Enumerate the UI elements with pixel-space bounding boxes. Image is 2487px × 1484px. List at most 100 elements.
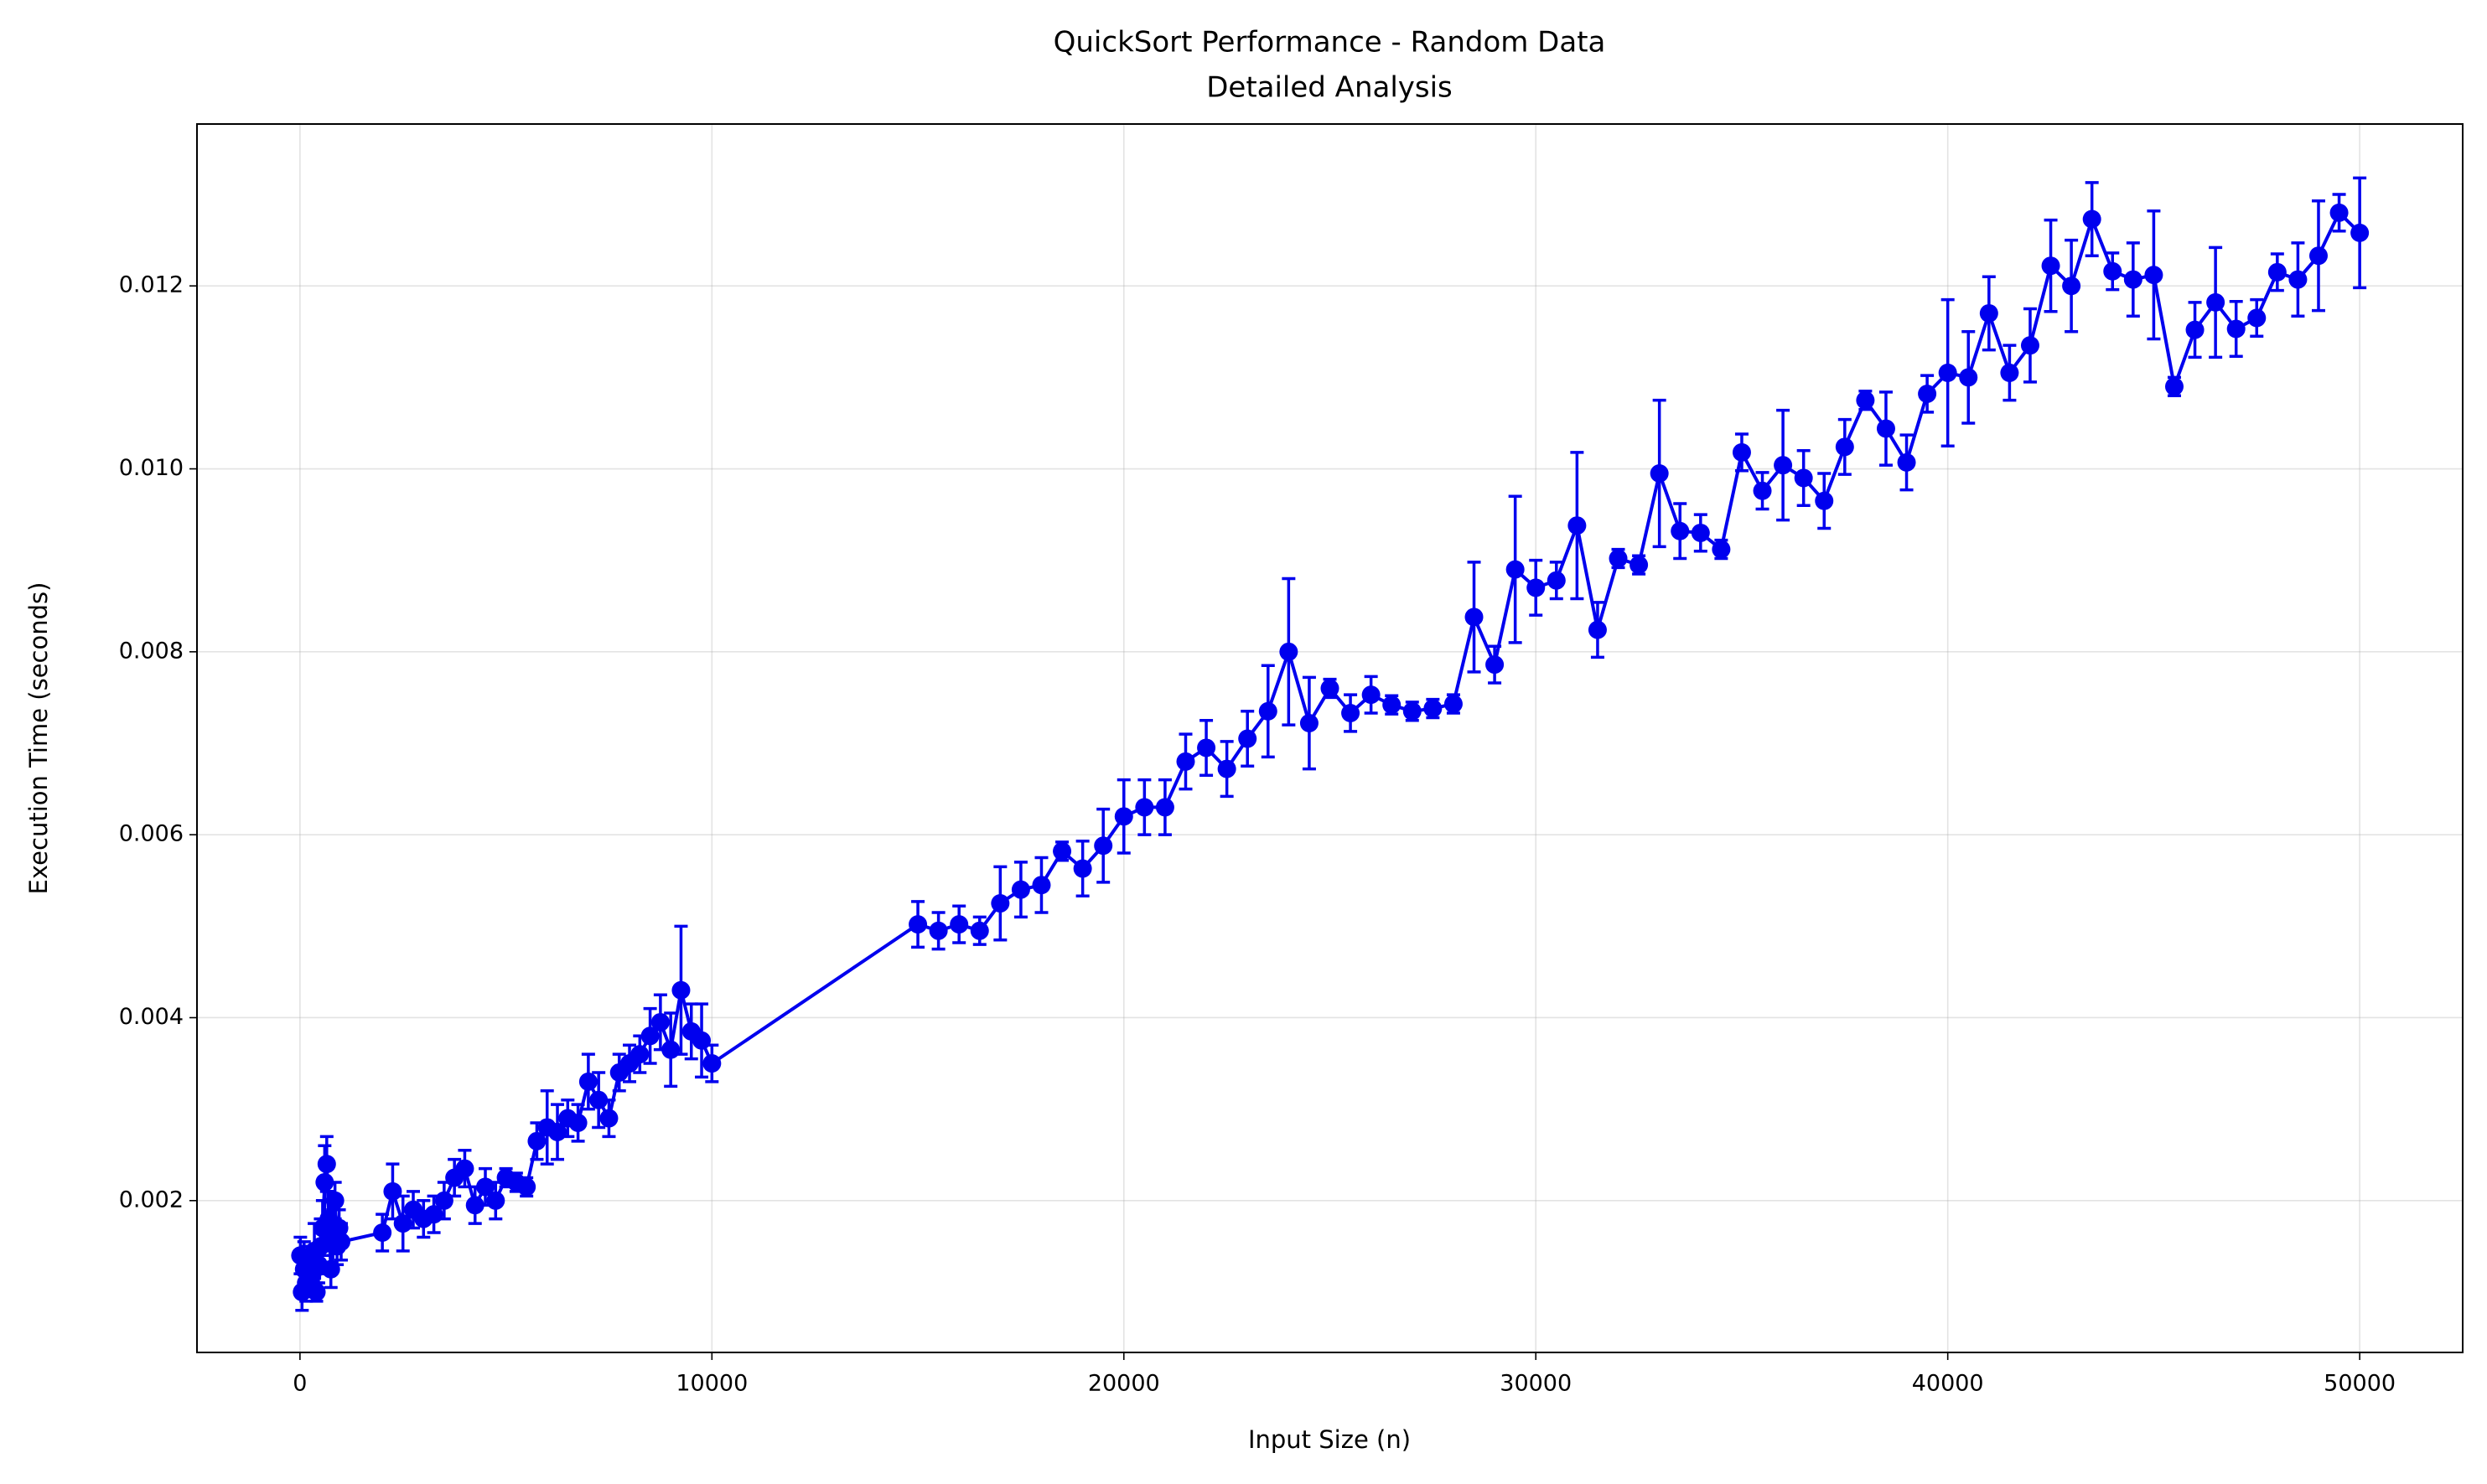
data-point: [1732, 442, 1751, 462]
data-point: [465, 1196, 484, 1215]
y-tick-label: 0.004: [119, 1004, 184, 1030]
data-point: [991, 894, 1010, 913]
data-point: [2082, 209, 2101, 229]
data-point: [321, 1259, 340, 1279]
data-point: [1979, 303, 1998, 323]
data-point: [929, 921, 948, 940]
data-point: [568, 1114, 588, 1133]
data-point: [527, 1131, 547, 1150]
data-point: [1959, 368, 1978, 387]
data-point: [1176, 752, 1195, 771]
data-point: [2185, 320, 2205, 339]
data-point: [630, 1045, 650, 1064]
data-point: [1485, 655, 1505, 675]
data-point: [1423, 699, 1443, 718]
data-point: [1547, 571, 1566, 590]
data-point: [692, 1031, 712, 1050]
data-point: [2288, 270, 2308, 289]
data-point: [1794, 468, 1813, 488]
y-tick-label: 0.012: [119, 272, 184, 298]
data-point: [548, 1122, 567, 1141]
data-point: [599, 1109, 619, 1128]
data-point: [1402, 701, 1422, 721]
data-point: [2226, 319, 2246, 339]
data-point: [1505, 560, 1525, 579]
data-point: [589, 1090, 609, 1109]
data-point: [1094, 836, 1113, 856]
data-point: [1361, 685, 1381, 705]
y-axis-label: Execution Time (seconds): [24, 582, 53, 895]
y-tick-label: 0.010: [119, 455, 184, 481]
data-point: [1815, 491, 1834, 510]
data-point: [1774, 456, 1793, 475]
data-point: [1588, 620, 1607, 639]
data-point: [650, 1012, 670, 1032]
data-point: [2041, 256, 2060, 276]
y-tick-label: 0.006: [119, 821, 184, 847]
x-tick-label: 0: [293, 1371, 307, 1397]
data-point: [2329, 203, 2349, 222]
chart-title: QuickSort Performance - Random Data: [1054, 26, 1606, 59]
data-point: [2062, 277, 2081, 296]
data-point: [2206, 292, 2225, 312]
data-point: [332, 1232, 351, 1251]
data-point: [2247, 308, 2267, 328]
data-point: [1753, 481, 1772, 500]
data-point: [1918, 385, 1937, 404]
x-tick-label: 40000: [1912, 1371, 1984, 1397]
data-point: [950, 915, 969, 934]
data-point: [517, 1177, 536, 1197]
data-point: [1135, 798, 1154, 817]
data-point: [2000, 363, 2019, 382]
data-point: [2123, 270, 2142, 289]
data-point: [1011, 880, 1030, 899]
data-point: [702, 1054, 722, 1073]
data-point: [661, 1040, 681, 1059]
data-point: [307, 1282, 326, 1301]
data-point: [1217, 759, 1236, 778]
x-tick-label: 50000: [2324, 1371, 2396, 1397]
x-axis-label: Input Size (n): [1248, 1425, 1411, 1454]
data-point: [1382, 695, 1402, 715]
data-point: [2308, 246, 2328, 266]
data-point: [1526, 578, 1546, 597]
data-point: [325, 1191, 345, 1210]
data-point: [434, 1191, 453, 1210]
data-point: [1032, 876, 1051, 895]
data-point: [578, 1072, 598, 1091]
data-point: [1155, 798, 1174, 817]
data-point: [317, 1155, 336, 1174]
data-point: [1712, 540, 1731, 559]
data-point: [640, 1026, 660, 1046]
data-point: [1073, 859, 1092, 878]
data-point: [1320, 679, 1339, 698]
x-tick-label: 10000: [676, 1371, 748, 1397]
data-point: [2267, 262, 2287, 282]
data-point: [1464, 608, 1484, 627]
data-point: [1197, 738, 1216, 758]
data-point: [315, 1172, 334, 1192]
y-tick-label: 0.002: [119, 1187, 184, 1213]
data-point: [1238, 729, 1257, 748]
data-point: [2020, 336, 2039, 355]
data-point: [1443, 695, 1463, 714]
data-point: [476, 1177, 495, 1197]
data-point: [1897, 452, 1916, 472]
data-point: [393, 1214, 412, 1233]
y-tick-label: 0.008: [119, 638, 184, 664]
data-point: [1671, 521, 1690, 540]
x-tick-label: 20000: [1088, 1371, 1160, 1397]
data-point: [970, 921, 989, 940]
data-point: [1856, 390, 1875, 410]
data-point: [486, 1191, 505, 1210]
data-point: [455, 1159, 474, 1178]
data-point: [2164, 377, 2184, 396]
data-point: [1630, 556, 1649, 575]
data-point: [909, 915, 928, 934]
data-point: [1876, 419, 1895, 438]
data-point: [373, 1223, 392, 1243]
data-point: [329, 1218, 349, 1238]
data-point: [1341, 703, 1360, 722]
data-point: [671, 980, 691, 1000]
